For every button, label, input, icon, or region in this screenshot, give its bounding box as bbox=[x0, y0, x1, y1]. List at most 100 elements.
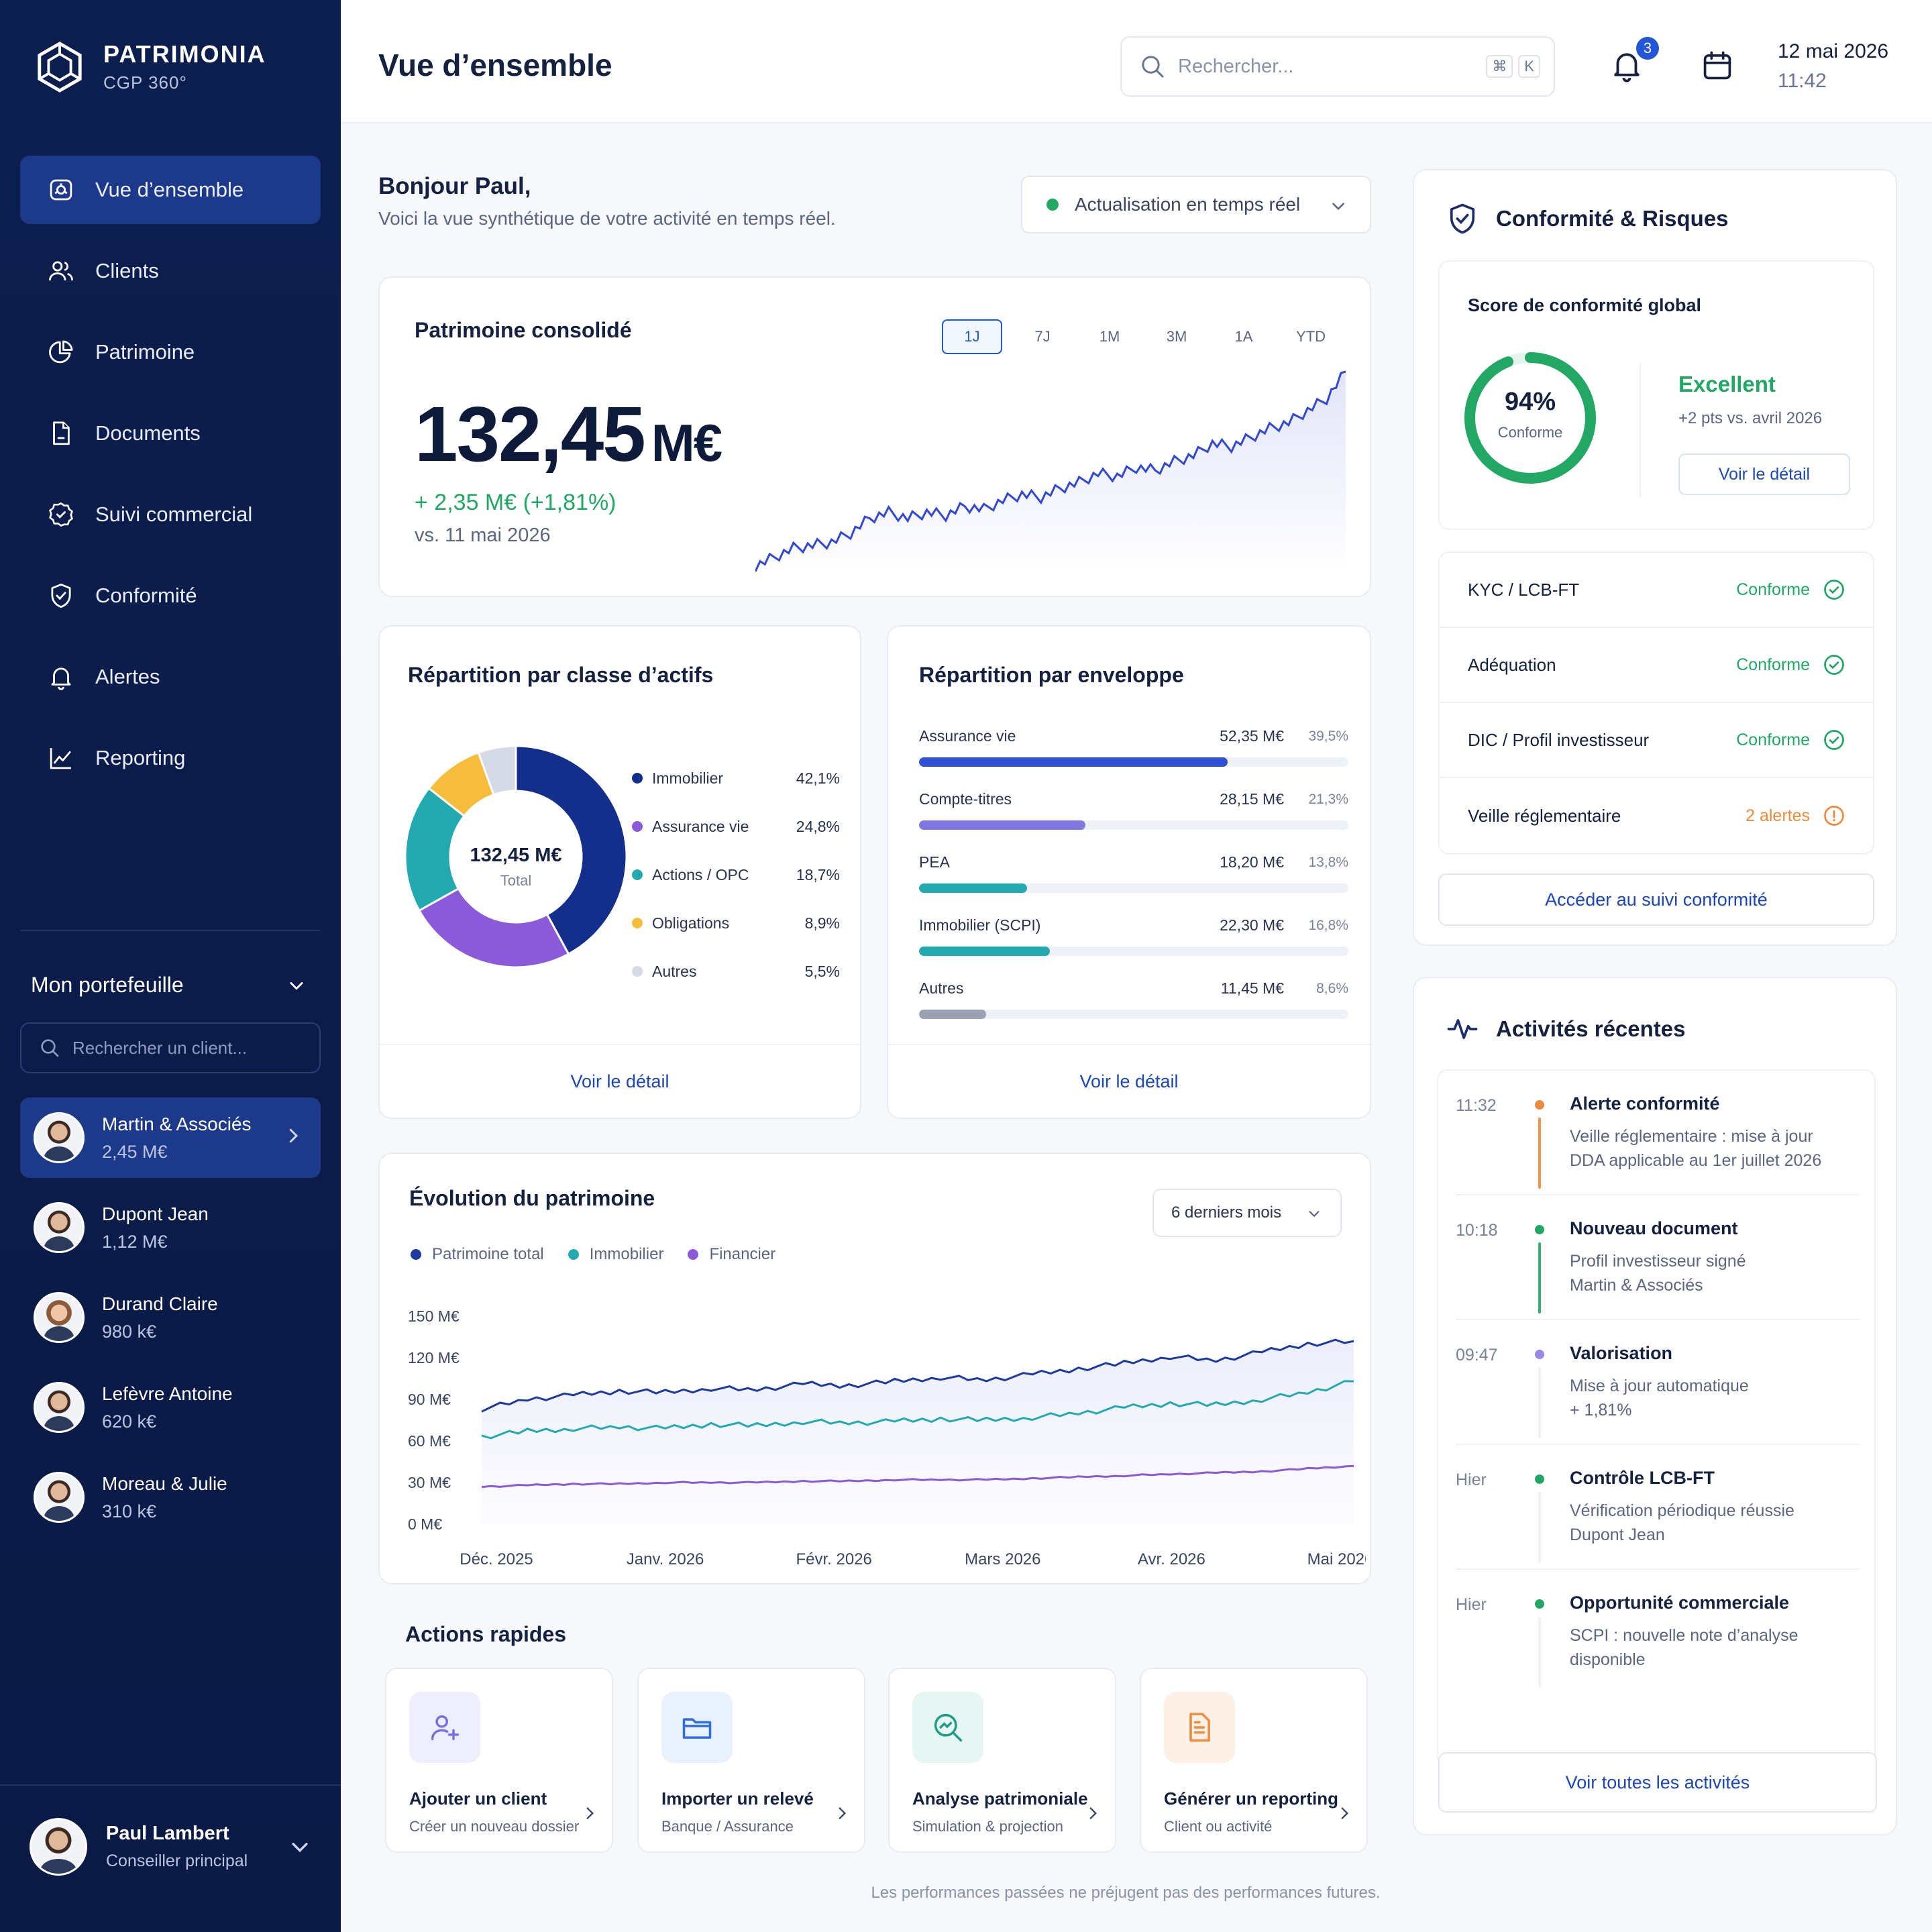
client-info: Lefèvre Antoine 620 k€ bbox=[102, 1383, 233, 1432]
brand-subtitle: CGP 360° bbox=[103, 72, 187, 93]
notifications-bell-icon[interactable] bbox=[1609, 47, 1645, 83]
activity-divider bbox=[1456, 1568, 1860, 1570]
envelope-name: Compte-titres bbox=[919, 790, 1012, 808]
card-title: Évolution du patrimoine bbox=[409, 1186, 655, 1210]
all-activities-button[interactable]: Voir toutes les activités bbox=[1438, 1752, 1877, 1813]
brand-name: PATRIMONIA bbox=[103, 40, 266, 68]
y-tick-label: 150 M€ bbox=[408, 1307, 460, 1325]
activity-desc-line: Vérification périodique réussie bbox=[1570, 1501, 1794, 1520]
envelope-bar-fill bbox=[919, 947, 1051, 956]
client-item[interactable]: Martin & Associés 2,45 M€ bbox=[20, 1097, 321, 1178]
envelope-info: PEA 18,20 M€ 13,8% bbox=[919, 853, 1348, 871]
envelope-amount: 18,20 M€ bbox=[1220, 853, 1284, 871]
donut-slice[interactable] bbox=[515, 746, 627, 956]
compliance-followup-button[interactable]: Accéder au suivi conformité bbox=[1438, 873, 1874, 926]
allocation-detail-link[interactable]: Voir le détail bbox=[380, 1044, 860, 1118]
compliance-check-row[interactable]: DIC / Profil investisseur Conforme bbox=[1440, 703, 1873, 778]
portfolio-title: Mon portefeuille bbox=[31, 973, 184, 997]
activity-desc-line: Martin & Associés bbox=[1570, 1276, 1703, 1295]
activity-time: 11:32 bbox=[1456, 1096, 1497, 1115]
activity-line bbox=[1538, 1617, 1541, 1688]
envelope-name: Autres bbox=[919, 979, 964, 997]
nav-label: Vue d’ensemble bbox=[95, 178, 244, 201]
chart-icon bbox=[50, 748, 71, 769]
legend-label: Immobilier bbox=[652, 769, 724, 787]
calendar-icon[interactable] bbox=[1700, 48, 1735, 83]
quick-action-card[interactable]: Importer un relevé Banque / Assurance bbox=[637, 1668, 865, 1853]
client-item[interactable]: Dupont Jean 1,12 M€ bbox=[20, 1187, 321, 1268]
period-button[interactable]: 7J bbox=[1009, 319, 1076, 354]
document-icon bbox=[53, 421, 70, 445]
client-value: 980 k€ bbox=[102, 1321, 157, 1342]
quick-action-title: Analyse patrimoniale bbox=[912, 1788, 1088, 1809]
quick-action-card[interactable]: Analyse patrimoniale Simulation & project… bbox=[888, 1668, 1116, 1853]
client-search-input[interactable] bbox=[72, 1037, 301, 1059]
compliance-check-row[interactable]: Veille réglementaire 2 alertes bbox=[1440, 778, 1873, 853]
client-name: Lefèvre Antoine bbox=[102, 1383, 233, 1404]
quick-action-icon-tile bbox=[661, 1692, 733, 1763]
activity-item[interactable]: Hier Contrôle LCB-FT Vérification périodiq… bbox=[1438, 1445, 1877, 1570]
compliance-detail-button[interactable]: Voir le détail bbox=[1678, 453, 1850, 495]
nav-item-1[interactable]: Clients bbox=[20, 237, 321, 305]
period-button[interactable]: 3M bbox=[1143, 319, 1210, 354]
period-button[interactable]: YTD bbox=[1277, 319, 1344, 354]
client-search bbox=[20, 1022, 321, 1073]
nav-item-7[interactable]: Reporting bbox=[20, 724, 321, 792]
activity-item[interactable]: 11:32 Alerte conformité Veille réglementai… bbox=[1438, 1071, 1877, 1195]
nav-item-6[interactable]: Alertes bbox=[20, 643, 321, 711]
activity-description: Profil investisseur signé Martin & Associ… bbox=[1570, 1249, 1851, 1297]
card-title: Répartition par classe d’actifs bbox=[408, 663, 714, 687]
envelope-detail-link[interactable]: Voir le détail bbox=[888, 1044, 1370, 1118]
donut-center-label: Total bbox=[500, 872, 531, 889]
compliance-score-box: Score de conformité global 94% Conforme … bbox=[1438, 260, 1874, 530]
donut-slice[interactable] bbox=[405, 786, 466, 912]
activity-item[interactable]: Hier Opportunité commerciale SCPI : nouvel… bbox=[1438, 1570, 1877, 1695]
realtime-label: Actualisation en temps réel bbox=[1075, 194, 1301, 215]
donut-center-value: 132,45 M€ bbox=[470, 845, 561, 866]
user-menu[interactable]: Paul Lambert Conseiller principal bbox=[30, 1818, 311, 1876]
legend-label: Autres bbox=[652, 962, 697, 980]
period-button[interactable]: 1A bbox=[1210, 319, 1277, 354]
range-selector[interactable]: 6 derniers mois bbox=[1152, 1189, 1342, 1237]
envelope-bar-fill bbox=[919, 1010, 987, 1019]
consolidated-wealth-card: Patrimoine consolidé 1J 7J 1M 3M 1A YTD 132,4… bbox=[378, 276, 1371, 597]
nav-item-3[interactable]: Documents bbox=[20, 399, 321, 468]
activity-desc-line: Dupont Jean bbox=[1570, 1525, 1665, 1544]
nav-item-2[interactable]: Patrimoine bbox=[20, 318, 321, 386]
chevron-right-icon bbox=[586, 1807, 594, 1819]
series-line-2 bbox=[481, 1464, 1354, 1489]
client-item[interactable]: Durand Claire 980 k€ bbox=[20, 1277, 321, 1358]
legend-value: 5,5% bbox=[804, 962, 840, 980]
nav-item-5[interactable]: Conformité bbox=[20, 561, 321, 630]
envelope-bar-track bbox=[919, 757, 1348, 767]
shield-icon bbox=[51, 583, 71, 608]
nav-item-0[interactable]: Vue d’ensemble bbox=[20, 156, 321, 224]
portfolio-toggle[interactable]: Mon portefeuille bbox=[31, 973, 306, 998]
brand[interactable]: PATRIMONIA CGP 360° bbox=[34, 40, 266, 93]
global-search-input[interactable] bbox=[1178, 55, 1473, 78]
quick-action-card[interactable]: Générer un reporting Client ou activité bbox=[1140, 1668, 1368, 1853]
quick-action-card[interactable]: Ajouter un client Créer un nouveau dossie… bbox=[385, 1668, 613, 1853]
client-item[interactable]: Moreau & Julie 310 k€ bbox=[20, 1457, 321, 1538]
realtime-selector[interactable]: Actualisation en temps réel bbox=[1021, 176, 1371, 233]
activity-item[interactable]: 09:47 Valorisation Mise à jour automatique… bbox=[1438, 1320, 1877, 1445]
activity-divider bbox=[1456, 1194, 1860, 1195]
period-button[interactable]: 1J bbox=[942, 319, 1002, 354]
compliance-check-row[interactable]: KYC / LCB-FT Conforme bbox=[1440, 553, 1873, 628]
period-button[interactable]: 1M bbox=[1076, 319, 1143, 354]
notification-count-badge: 3 bbox=[1634, 35, 1661, 62]
activity-item[interactable]: 10:18 Nouveau document Profil investisseur… bbox=[1438, 1195, 1877, 1320]
compliance-check-row[interactable]: Adéquation Conforme bbox=[1440, 628, 1873, 703]
client-item[interactable]: Lefèvre Antoine 620 k€ bbox=[20, 1367, 321, 1448]
compliance-title: Conformité & Risques bbox=[1496, 206, 1729, 231]
donut-slice[interactable] bbox=[417, 887, 570, 967]
envelope-bar-fill bbox=[919, 757, 1228, 767]
envelope-row: Compte-titres 28,15 M€ 21,3% bbox=[919, 790, 1348, 853]
envelope-amount: 28,15 M€ bbox=[1220, 790, 1284, 808]
nav-item-4[interactable]: Suivi commercial bbox=[20, 480, 321, 549]
score-title: Score de conformité global bbox=[1468, 295, 1702, 315]
greeting-subtitle: Voici la vue synthétique de votre activi… bbox=[378, 208, 836, 229]
legend-label: Patrimoine total bbox=[432, 1245, 544, 1263]
users-icon bbox=[48, 261, 74, 281]
activity-pulse-icon bbox=[1447, 1019, 1478, 1039]
